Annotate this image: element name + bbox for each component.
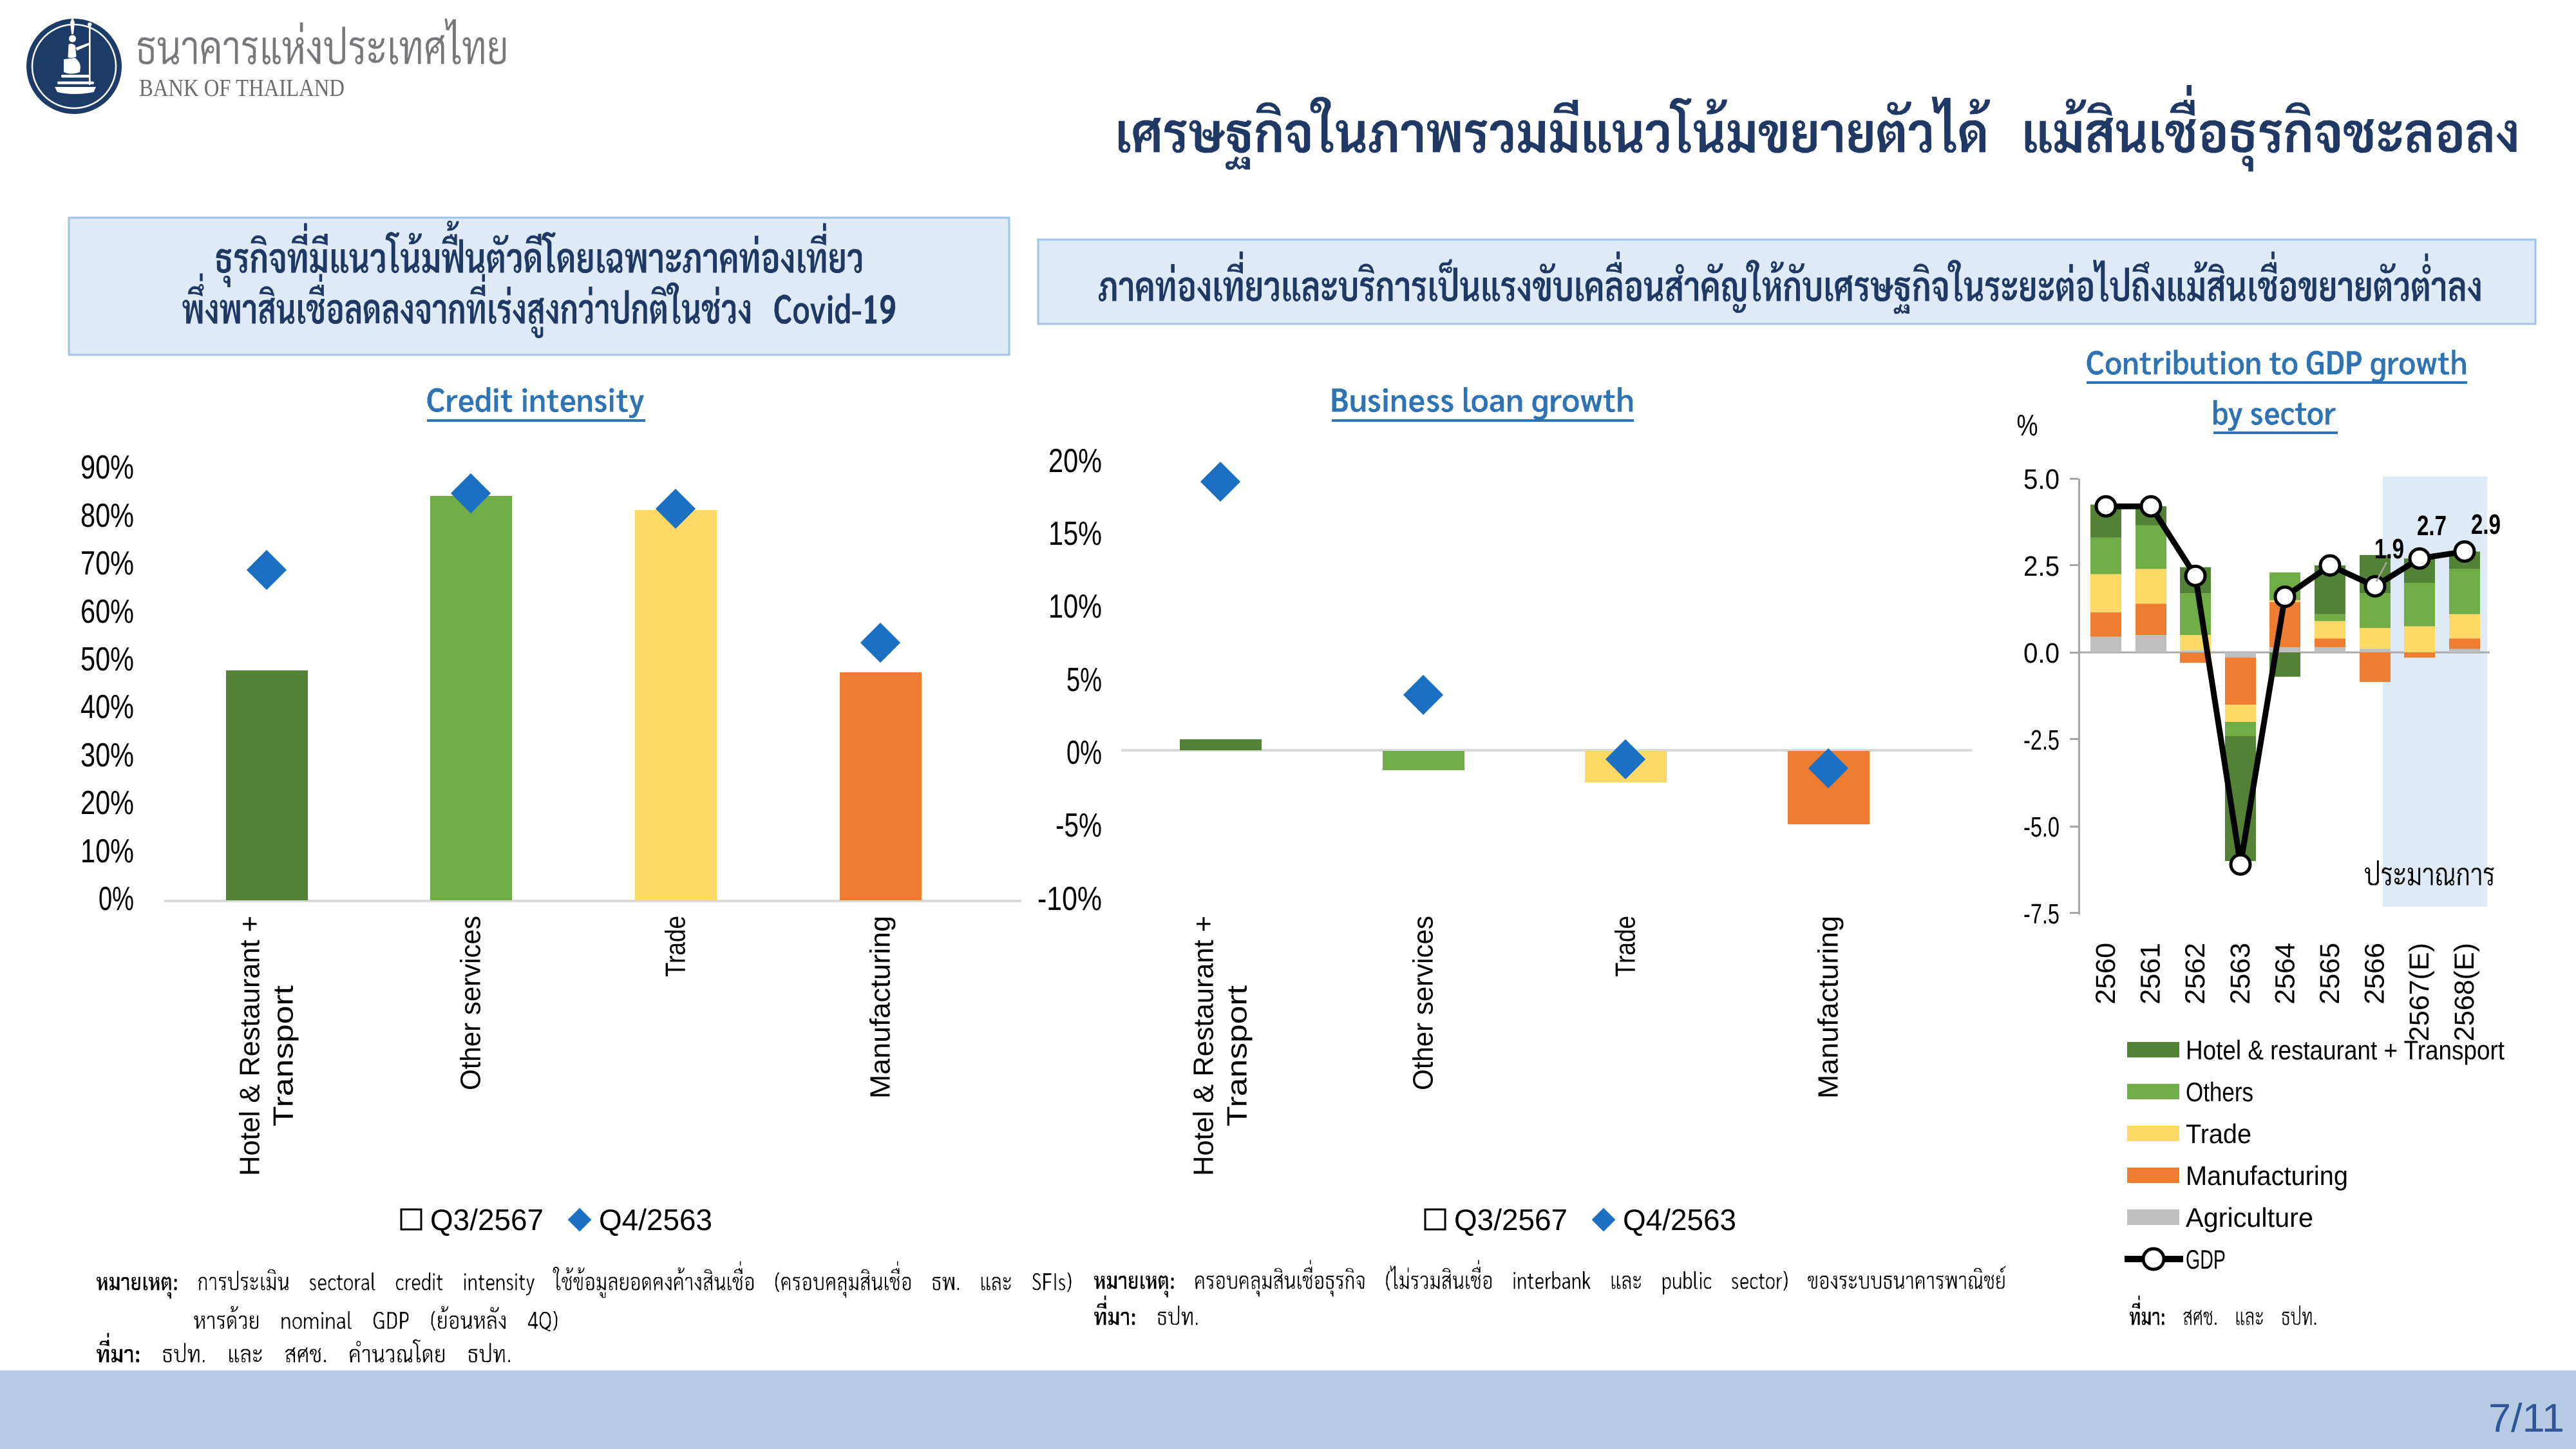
svg-text:Q4/2563: Q4/2563 [599,1203,712,1236]
svg-text:Transport: Transport [268,985,299,1126]
svg-text:Agriculture: Agriculture [2186,1202,2313,1233]
svg-text:7/11: 7/11 [2488,1396,2564,1441]
svg-text:Q3/2567: Q3/2567 [430,1203,544,1236]
svg-text:-2.5: -2.5 [2023,724,2060,756]
svg-text:Transport: Transport [1222,985,1253,1126]
svg-text:Other services: Other services [455,916,487,1090]
svg-text:2565: 2565 [2315,943,2345,1005]
svg-text:BANK OF THAILAND: BANK OF THAILAND [139,75,345,102]
svg-text:-5.0: -5.0 [2023,811,2060,843]
svg-text:20%: 20% [80,784,134,822]
svg-text:80%: 80% [80,497,134,535]
svg-text:%: % [2017,408,2038,442]
svg-text:Q3/2567: Q3/2567 [1454,1203,1567,1236]
svg-text:Trade: Trade [1610,916,1642,977]
svg-text:Other services: Other services [1408,916,1439,1090]
svg-text:Trade: Trade [2186,1119,2251,1149]
svg-text:2.9: 2.9 [2471,509,2501,540]
svg-text:5%: 5% [1066,661,1102,699]
svg-text:10%: 10% [1048,588,1102,625]
svg-text:Others: Others [2186,1077,2253,1107]
svg-text:2564: 2564 [2269,943,2300,1005]
svg-text:2568(E): 2568(E) [2449,943,2480,1041]
svg-text:2562: 2562 [2180,943,2211,1005]
svg-text:Manufacturing: Manufacturing [1813,916,1844,1099]
svg-text:2560: 2560 [2090,943,2121,1005]
svg-text:2.7: 2.7 [2417,510,2447,542]
svg-text:60%: 60% [80,593,134,630]
svg-text:40%: 40% [80,688,134,726]
svg-text:Hotel & Restaurant +: Hotel & Restaurant + [234,916,266,1176]
svg-text:90%: 90% [80,449,134,486]
svg-text:70%: 70% [80,545,134,582]
svg-text:1.9: 1.9 [2374,533,2404,565]
svg-text:30%: 30% [80,737,134,774]
svg-text:GDP: GDP [2186,1244,2226,1274]
svg-text:Manufacturing: Manufacturing [2186,1160,2348,1191]
svg-text:2566: 2566 [2360,943,2391,1005]
svg-text:2561: 2561 [2136,943,2166,1005]
svg-text:10%: 10% [80,833,134,870]
svg-text:Manufacturing: Manufacturing [865,916,896,1099]
svg-text:-5%: -5% [1056,807,1102,844]
svg-text:0.0: 0.0 [2023,638,2060,669]
svg-text:5.0: 5.0 [2023,464,2060,495]
svg-text:Trade: Trade [660,916,692,977]
svg-text:2567(E): 2567(E) [2404,943,2435,1041]
svg-text:2.5: 2.5 [2023,551,2060,582]
svg-text:50%: 50% [80,641,134,678]
svg-text:20%: 20% [1048,442,1102,480]
svg-text:0%: 0% [99,880,134,918]
svg-text:-7.5: -7.5 [2023,898,2060,930]
svg-text:Hotel & Restaurant +: Hotel & Restaurant + [1188,916,1220,1176]
svg-text:2563: 2563 [2225,943,2256,1005]
svg-text:Hotel & restaurant + Transport: Hotel & restaurant + Transport [2186,1035,2505,1065]
svg-text:15%: 15% [1048,515,1102,553]
svg-text:Q4/2563: Q4/2563 [1623,1203,1736,1236]
svg-text:-10%: -10% [1037,880,1102,918]
svg-text:0%: 0% [1066,734,1102,772]
